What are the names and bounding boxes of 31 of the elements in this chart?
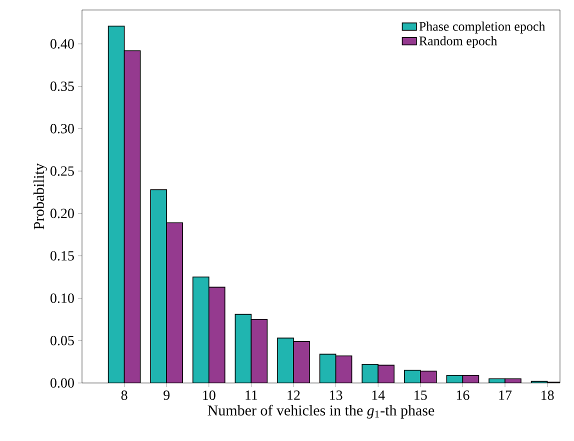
x-tick-label: 10 (203, 390, 216, 400)
x-axis-title: Number of vehicles in the g$_{1}$-th phase (208, 404, 434, 419)
x-tick-label: 8 (121, 390, 128, 400)
bar (234, 314, 252, 383)
x-tick-label: 18 (542, 390, 554, 400)
x-tick-label: 17 (499, 390, 512, 400)
y-tick-label: 0.20 (50, 208, 74, 218)
y-tick-label: 0.00 (50, 378, 74, 388)
x-tick-label: 9 (164, 390, 170, 400)
x-tick-label: 15 (414, 390, 427, 400)
bar (192, 276, 210, 383)
y-tick-label: 0.40 (50, 39, 74, 49)
bar (108, 26, 125, 383)
y-tick-label: 0.15 (50, 251, 74, 261)
y-axis-title: Probability (33, 163, 48, 230)
x-tick-label: 14 (372, 390, 385, 400)
x-tick-label: 12 (288, 390, 300, 400)
x-tick-label: 13 (330, 390, 342, 400)
bar (150, 189, 168, 383)
y-tick-label: 0.30 (50, 124, 74, 134)
y-tick-label: 0.35 (50, 82, 74, 92)
legend-label: Phase completion epoch (419, 22, 546, 34)
bar (277, 338, 294, 383)
bar (362, 364, 379, 383)
legend-label: Random epoch (419, 36, 498, 48)
y-tick-label: 0.10 (50, 293, 74, 303)
bar (319, 354, 336, 383)
y-tick-label: 0.05 (50, 336, 74, 346)
y-tick-label: 0.25 (50, 166, 74, 176)
x-tick-label: 11 (246, 390, 258, 400)
x-tick-label: 16 (456, 390, 470, 400)
